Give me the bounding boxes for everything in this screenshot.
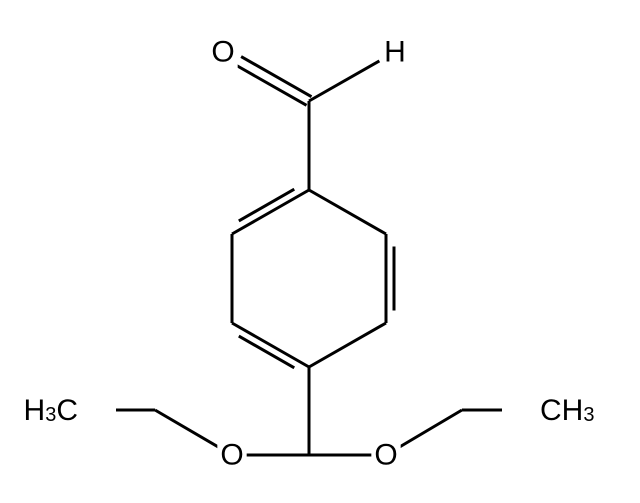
- bond-line: [309, 323, 386, 367]
- bond-line: [232, 190, 309, 234]
- atom-label-O3: O: [374, 439, 397, 472]
- atom-label-O2: O: [220, 439, 243, 472]
- bond-line: [232, 323, 309, 367]
- bond-line: [155, 410, 220, 448]
- bond-line: [241, 57, 311, 97]
- bond-line: [309, 190, 386, 234]
- bond-line: [239, 336, 294, 368]
- chemical-structure-diagram: OHOOH3CCH3: [0, 0, 640, 503]
- atom-label-O1: O: [211, 36, 234, 69]
- bond-line: [309, 61, 379, 101]
- bonds-layer: [116, 57, 502, 455]
- bond-line: [236, 65, 306, 105]
- bond-line: [398, 410, 462, 448]
- atom-label-H1: H: [384, 36, 406, 69]
- bond-line: [239, 189, 294, 221]
